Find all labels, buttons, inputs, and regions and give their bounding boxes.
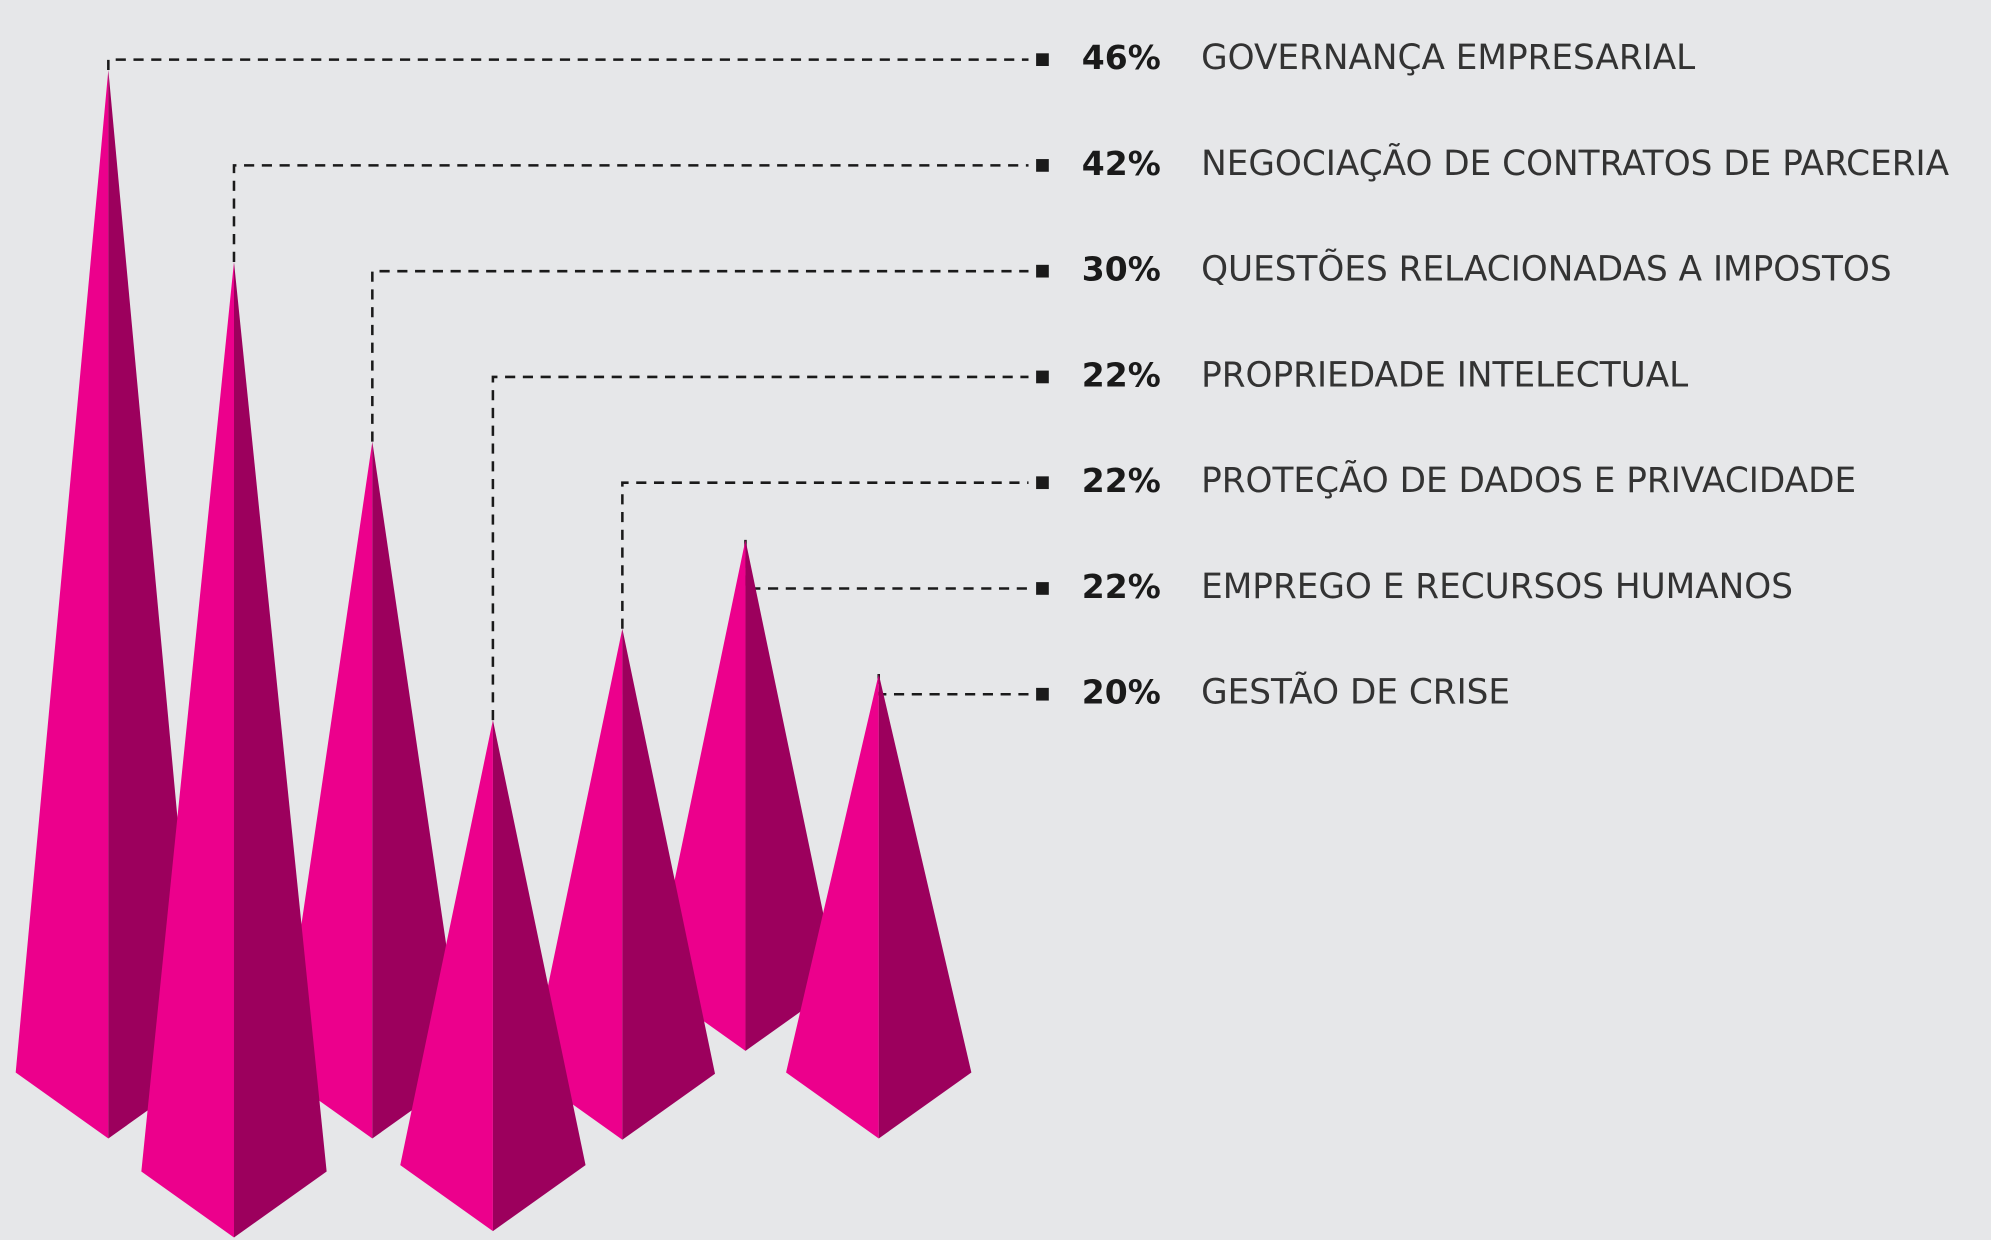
- pyramid-face-dark: [878, 673, 972, 1139]
- leader-marker: [1036, 582, 1049, 595]
- leader-marker: [1036, 476, 1049, 490]
- leader-line: [107, 58, 1029, 71]
- value-label: 20%: [1082, 673, 1161, 712]
- pyramid-face-light: [141, 261, 234, 1238]
- pyramid: [400, 720, 586, 1232]
- leader-marker: [1036, 264, 1049, 278]
- leader-line: [621, 481, 1029, 629]
- leader-line: [371, 269, 1029, 442]
- value-label: 22%: [1082, 567, 1161, 606]
- pyramid-face-dark: [492, 720, 586, 1232]
- value-label: 22%: [1082, 461, 1161, 500]
- category-label: GOVERNANÇA EMPRESARIAL: [1201, 38, 1695, 78]
- leader-line: [232, 164, 1029, 262]
- pyramid-face-light: [15, 70, 109, 1139]
- pyramid-face-light: [786, 673, 879, 1139]
- pyramid-face-dark: [233, 261, 327, 1238]
- pyramid-face-light: [400, 720, 493, 1232]
- value-label: 42%: [1082, 144, 1161, 183]
- category-label: PROPRIEDADE INTELECTUAL: [1201, 355, 1688, 395]
- value-label: 46%: [1082, 38, 1161, 77]
- pyramid-face-dark: [372, 441, 465, 1139]
- pyramid: [786, 673, 972, 1139]
- category-label: QUESTÕES RELACIONADAS A IMPOSTOS: [1201, 249, 1891, 290]
- value-label: 30%: [1082, 250, 1161, 289]
- category-label: GESTÃO DE CRISE: [1201, 673, 1510, 713]
- leader-marker: [1036, 159, 1049, 172]
- leader-marker: [1036, 53, 1049, 66]
- leader-marker: [1036, 687, 1049, 701]
- pyramid: [141, 261, 327, 1238]
- leader-line: [744, 539, 1029, 590]
- value-label: 22%: [1082, 355, 1161, 394]
- category-label: NEGOCIAÇÃO DE CONTRATOS DE PARCERIA: [1201, 144, 1950, 184]
- category-label: PROTEÇÃO DE DADOS E PRIVACIDADE: [1201, 461, 1856, 501]
- leader-marker: [1036, 370, 1049, 384]
- pyramid-face-dark: [622, 628, 716, 1140]
- leader-line: [491, 375, 1029, 721]
- category-label: EMPREGO E RECURSOS HUMANOS: [1201, 567, 1793, 607]
- pyramid-face-dark: [745, 539, 839, 1051]
